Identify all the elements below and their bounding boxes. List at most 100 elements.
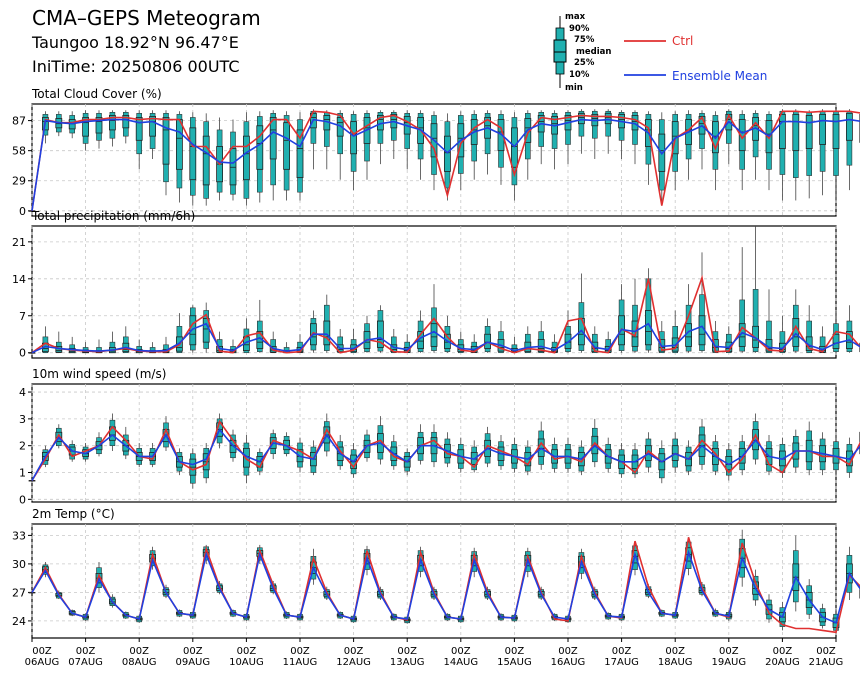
- ensemble-mean-line: [31, 322, 860, 354]
- legend-box-25-75: [553, 39, 567, 63]
- x-tick-date: 06AUG: [25, 657, 60, 668]
- panel-2: 10m wind speed (m/s) 0 1 2 3 4: [19, 367, 860, 506]
- ensemble-box: [28, 210, 36, 212]
- meteogram-title: CMA–GEPS Meteogram: [32, 6, 261, 30]
- x-tick-hour: 00Z: [290, 646, 310, 657]
- ensemble-box: [269, 110, 277, 201]
- x-tick-hour: 00Z: [76, 646, 96, 657]
- box-25-75: [819, 113, 826, 145]
- ensemble-mean-line: [31, 549, 860, 624]
- box-25-75: [175, 119, 183, 170]
- box-25-75: [805, 115, 813, 149]
- x-tick-hour: 00Z: [344, 646, 364, 657]
- ensemble-box: [95, 110, 103, 149]
- y-tick-label: 24: [12, 615, 26, 628]
- panel-title: Total Cloud Cover (%): [31, 87, 162, 101]
- y-tick-label: 1: [19, 467, 26, 480]
- box-25-75: [792, 317, 800, 347]
- x-tick-date: 19AUG: [711, 657, 746, 668]
- box-10-90: [766, 320, 772, 354]
- x-tick-hour: 00Z: [773, 646, 793, 657]
- box-25-75: [149, 116, 157, 137]
- box-25-75: [846, 112, 853, 141]
- ensemble-box: [202, 302, 210, 353]
- x-tick-date: 12AUG: [336, 657, 371, 668]
- box-25-75: [792, 113, 800, 152]
- box-25-75: [109, 115, 116, 131]
- ensemble-box: [109, 413, 116, 452]
- legend-box-label: 75%: [574, 35, 595, 45]
- chart-panels: Total Cloud Cover (%) 0 29 58 87 Total precip…: [12, 87, 860, 639]
- x-tick-date: 11AUG: [283, 657, 318, 668]
- y-tick-label: 87: [12, 115, 26, 128]
- ensemble-box: [256, 299, 264, 353]
- box-25-75: [350, 121, 358, 155]
- y-tick-label: 0: [19, 205, 26, 218]
- y-tick-label: 0: [19, 493, 26, 506]
- box-25-75: [685, 323, 692, 347]
- ensemble-box: [82, 110, 89, 151]
- x-tick-hour: 00Z: [32, 646, 52, 657]
- x-tick-hour: 00Z: [237, 646, 257, 657]
- box-25-75: [256, 125, 264, 170]
- legend-mean-label: Ensemble Mean: [672, 69, 767, 83]
- box-10-90: [819, 336, 826, 354]
- box-25-75: [376, 320, 384, 348]
- x-tick-hour: 00Z: [183, 646, 203, 657]
- ensemble-box: [162, 110, 170, 196]
- ensemble-box: [846, 305, 853, 353]
- location-label: Taungoo 18.92°N 96.47°E: [32, 33, 239, 52]
- box-25-75: [336, 117, 344, 137]
- panel-0: Total Cloud Cover (%) 0 29 58 87: [12, 87, 860, 218]
- panel-3: 2m Temp (°C) 24 27 30 33: [12, 507, 860, 639]
- ensemble-box: [189, 112, 197, 206]
- x-tick-hour: 00Z: [558, 646, 578, 657]
- ensemble-box: [832, 109, 840, 201]
- ensemble-box: [109, 110, 116, 147]
- x-tick-date: 14AUG: [443, 657, 478, 668]
- ensemble-box: [256, 111, 264, 203]
- ensemble-box: [242, 112, 250, 206]
- y-tick-label: 0: [19, 347, 26, 360]
- x-tick-hour: 00Z: [129, 646, 149, 657]
- x-tick-date: 18AUG: [658, 657, 693, 668]
- x-tick-date: 15AUG: [497, 657, 532, 668]
- box-25-75: [242, 135, 250, 181]
- box-25-75: [430, 323, 438, 347]
- ensemble-box: [752, 110, 759, 180]
- ensemble-box: [323, 110, 331, 170]
- box-25-75: [189, 315, 197, 346]
- ensemble-box: [28, 480, 36, 482]
- box-25-75: [269, 117, 277, 160]
- ensemble-box: [765, 289, 773, 354]
- y-tick-label: 21: [12, 236, 26, 249]
- box-25-75: [296, 129, 304, 179]
- y-tick-label: 27: [12, 586, 26, 599]
- ensemble-box: [430, 284, 438, 353]
- legend-box-label: max: [565, 12, 586, 22]
- legend-box-label: 90%: [569, 24, 590, 34]
- x-tick-hour: 00Z: [451, 646, 471, 657]
- x-tick-date: 07AUG: [68, 657, 103, 668]
- box-10-90: [779, 331, 786, 354]
- ensemble-box: [792, 109, 800, 201]
- x-tick-date: 17AUG: [604, 657, 639, 668]
- box-25-75: [162, 117, 170, 165]
- x-tick-date: 10AUG: [229, 657, 264, 668]
- legend-lines: Ctrl Ensemble Mean: [624, 34, 767, 83]
- box-25-75: [604, 112, 612, 125]
- ensemble-box: [216, 117, 224, 201]
- legend-box-label: 25%: [574, 58, 595, 68]
- ensemble-box: [283, 111, 291, 201]
- ensemble-box: [846, 109, 853, 191]
- ensemble-box: [28, 592, 36, 594]
- box-25-75: [82, 117, 89, 137]
- legend-ctrl-label: Ctrl: [672, 34, 693, 48]
- box-25-75: [135, 117, 143, 141]
- legend-box-label: median: [576, 47, 611, 57]
- ensemble-box: [698, 252, 706, 353]
- x-tick-date: 20AUG: [765, 657, 800, 668]
